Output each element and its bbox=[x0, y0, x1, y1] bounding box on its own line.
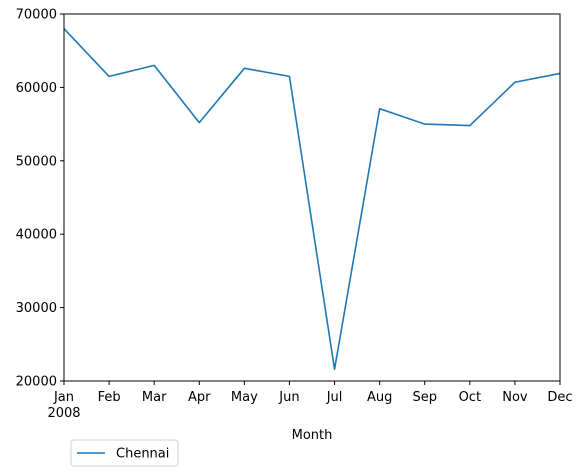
y-tick-label: 50000 bbox=[16, 154, 57, 169]
x-tick-label: Jan bbox=[53, 390, 74, 405]
x-tick-label: May bbox=[231, 390, 258, 405]
x-tick-label: Jun bbox=[278, 390, 299, 405]
y-tick-label: 70000 bbox=[16, 8, 57, 23]
x-axis-label: Month bbox=[292, 428, 333, 443]
y-axis: 20000 30000 40000 50000 60000 70000 bbox=[16, 8, 64, 390]
x-axis: Jan Feb Mar Apr May Jun Jul Aug Sep Oct Nov Dec bbox=[53, 381, 573, 405]
series-line-chennai bbox=[63, 28, 561, 371]
x-tick-label: Apr bbox=[188, 390, 211, 405]
x-tick-label: Dec bbox=[547, 390, 572, 405]
legend-label: Chennai bbox=[116, 447, 169, 462]
x-tick-label: Aug bbox=[367, 390, 392, 405]
axes-frame bbox=[63, 13, 561, 382]
legend: Chennai bbox=[70, 439, 179, 467]
x-tick-label: Feb bbox=[98, 390, 121, 405]
x-tick-label: Nov bbox=[502, 390, 528, 405]
series-layer bbox=[63, 28, 561, 371]
x-tick-label: Sep bbox=[412, 390, 437, 405]
legend-box bbox=[70, 439, 179, 467]
x-tick-label: Mar bbox=[142, 390, 167, 405]
x-tick-label: Oct bbox=[459, 390, 481, 405]
y-tick-label: 20000 bbox=[16, 375, 57, 390]
y-tick-label: 30000 bbox=[16, 301, 57, 316]
y-tick-label: 60000 bbox=[16, 81, 57, 96]
x-axis-year-label: 2008 bbox=[47, 406, 80, 421]
y-tick-label: 40000 bbox=[16, 228, 57, 243]
x-tick-label: Jul bbox=[326, 390, 343, 405]
